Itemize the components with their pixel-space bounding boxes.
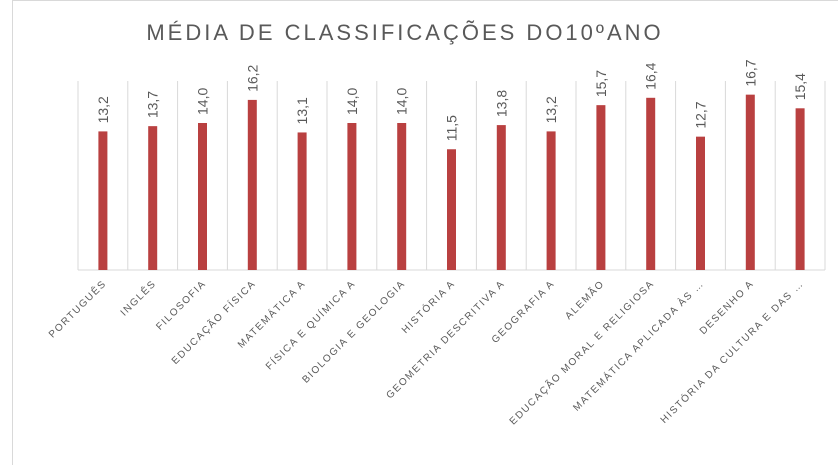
bar [397, 123, 407, 270]
value-label: 13,1 [294, 97, 310, 124]
value-label: 14,0 [394, 88, 410, 115]
value-label: 16,4 [643, 62, 659, 89]
value-label: 15,4 [792, 73, 808, 100]
value-label: 16,2 [244, 64, 260, 91]
x-tick-label: FILOSOFIA [154, 278, 208, 332]
value-label: 13,7 [145, 91, 161, 118]
bar [297, 132, 307, 270]
bar [646, 97, 656, 270]
bar [447, 149, 456, 270]
bar [347, 123, 357, 270]
bar [247, 99, 257, 271]
bar [198, 123, 207, 270]
value-label: 13,2 [95, 96, 111, 123]
x-tick-label: ALEMÃO [562, 277, 607, 322]
value-label: 15,7 [593, 70, 609, 97]
bar [148, 126, 158, 271]
chart-title: MÉDIA DE CLASSIFICAÇÕES DO10ºANO [146, 20, 663, 45]
x-tick-label: PORTUGUÊS [46, 277, 109, 340]
bar [745, 94, 755, 271]
bar [98, 131, 108, 270]
value-label: 13,2 [543, 96, 559, 123]
value-label: 11,5 [444, 115, 460, 141]
bar [696, 136, 705, 270]
bar [795, 108, 805, 270]
x-tick-label: BIOLOGIA E GEOLOGIA [301, 278, 408, 385]
x-tick-label: FÍSICA E QUÍMICA A [263, 277, 358, 372]
value-label: 12,7 [693, 101, 709, 128]
x-tick-label: EDUCAÇÃO FÍSICA [168, 277, 258, 367]
value-label: 14,0 [195, 88, 211, 115]
value-label: 14,0 [344, 88, 360, 115]
x-tick-label: INGLÊS [117, 277, 158, 318]
bar [496, 125, 506, 270]
value-label: 16,7 [742, 59, 758, 86]
chart-border [12, 0, 838, 465]
bar [546, 131, 556, 270]
bar [596, 105, 606, 271]
value-label: 13,8 [493, 90, 509, 117]
